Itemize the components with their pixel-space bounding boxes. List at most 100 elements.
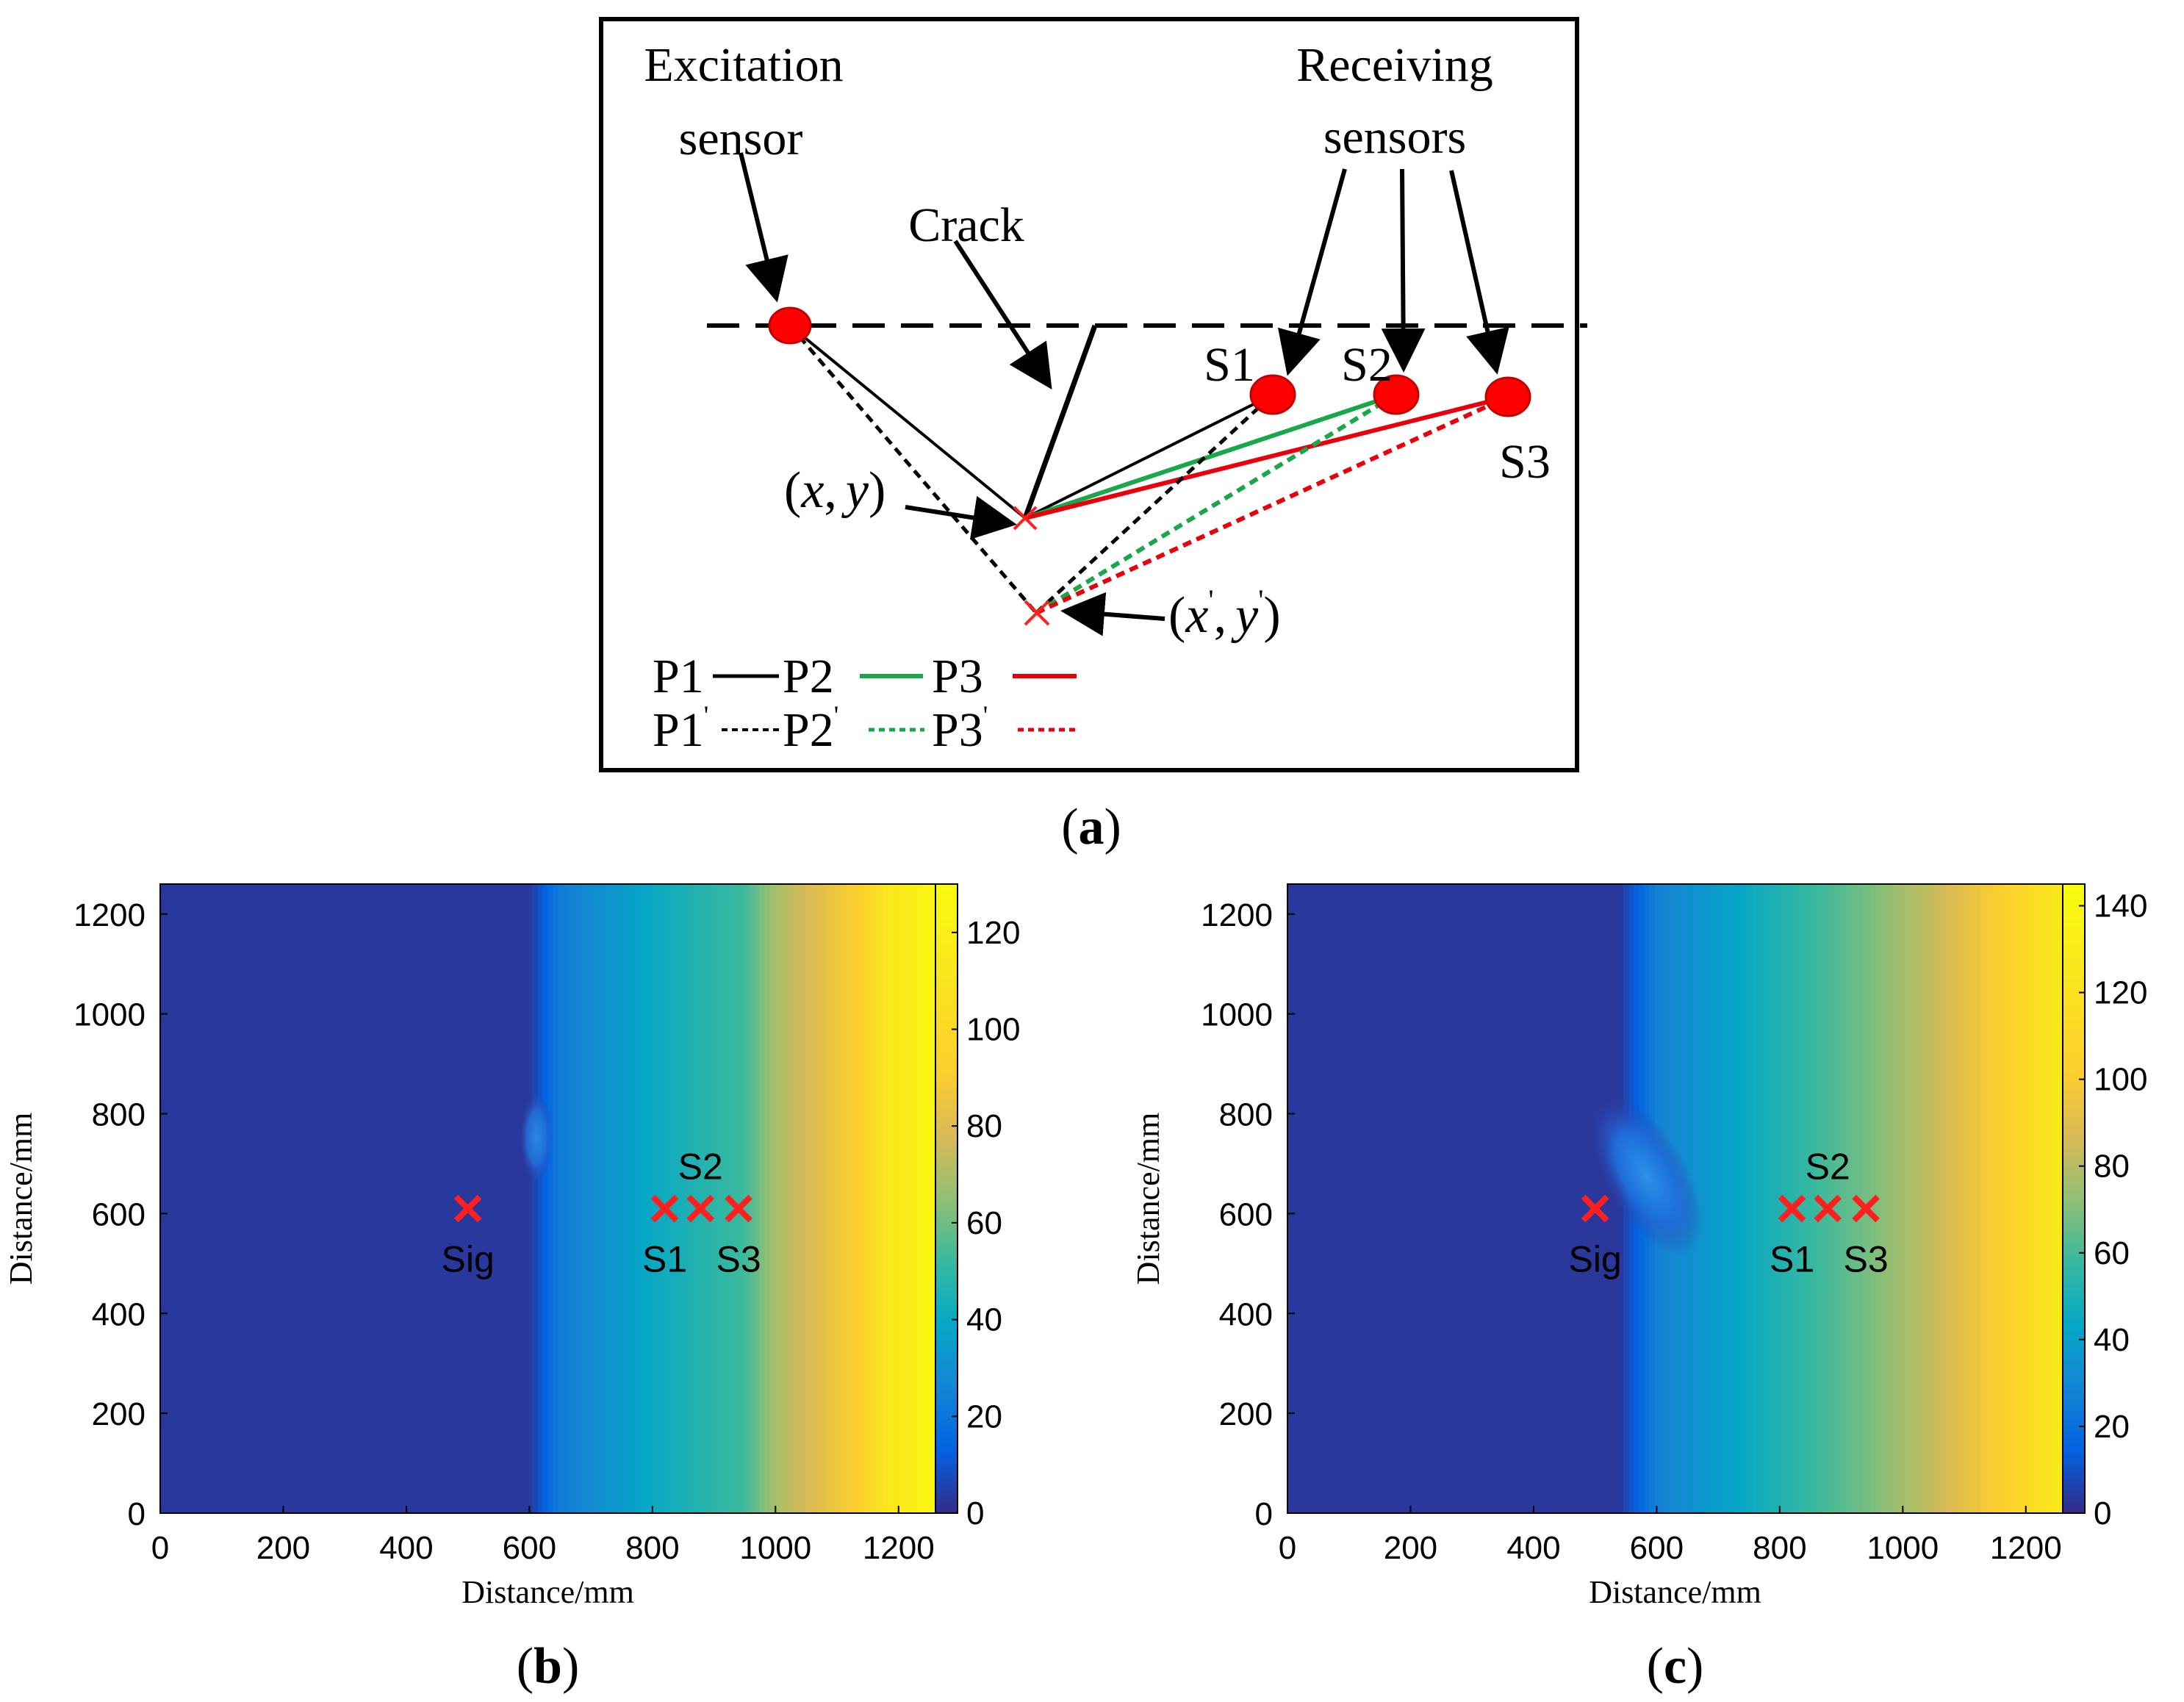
heatmap-c-cell: [1861, 884, 1867, 1513]
y-tick-label-b: 0: [128, 1496, 146, 1532]
heatmap-b-cell: [423, 884, 430, 1513]
heatmap-b-cell: [227, 884, 234, 1513]
marker-label-b-s2: S2: [678, 1146, 723, 1188]
heatmap-b-cell: [656, 884, 663, 1513]
heatmap-b-cell: [878, 884, 885, 1513]
heatmap-b-cell: [356, 884, 363, 1513]
caption-a: (a): [1061, 799, 1121, 855]
heatmap-c-cell: [1711, 884, 1717, 1513]
marker-b-s3: S3: [716, 1194, 761, 1280]
sensor-s3-dot: [1484, 376, 1531, 417]
x-tick-label-b: 0: [151, 1530, 169, 1566]
heatmap-b-cell: [868, 884, 874, 1513]
heatmap-c-cell: [1742, 884, 1748, 1513]
heatmap-c-cell: [1406, 884, 1412, 1513]
heatmap-b-cell: [811, 884, 818, 1513]
heatmap-b-cell: [522, 884, 528, 1513]
colorbar-c-tick-label: 80: [2094, 1149, 2130, 1185]
heatmap-c-cell: [1990, 884, 1997, 1513]
heatmap-c-cell: [1293, 884, 1299, 1513]
heatmap-c-cell: [1551, 884, 1557, 1513]
heatmap-b-cell: [827, 884, 833, 1513]
heatmap-c-cell: [1463, 884, 1470, 1513]
heatmap-b-cell: [392, 884, 399, 1513]
heatmap-b-cell: [248, 884, 254, 1513]
colorbar-c-tick-label: 100: [2094, 1062, 2147, 1098]
heatmap-c-cell: [1845, 884, 1852, 1513]
heatmap-c-cell: [1535, 884, 1542, 1513]
heatmap-b-cell: [816, 884, 823, 1513]
sensor-s3-label: S3: [1499, 435, 1551, 489]
heatmap-c-cell: [1706, 884, 1712, 1513]
heatmap-c-cell: [1561, 884, 1567, 1513]
x-tick-label-b: 400: [379, 1530, 433, 1566]
y-ticks-b: 0 200 400 600 800 1000 1200: [73, 897, 168, 1532]
path-p1-prime: [1035, 393, 1274, 614]
heatmap-b-cell: [904, 884, 910, 1513]
heatmap-b-cell: [284, 884, 290, 1513]
heatmap-c-cell: [1995, 884, 2002, 1513]
heatmap-c-cell: [1437, 884, 1443, 1513]
heatmap-b-cell: [299, 884, 306, 1513]
heatmap-c-cell: [1375, 884, 1382, 1513]
heatmap-c-cell: [2021, 884, 2027, 1513]
heatmap-c-cell: [1298, 884, 1304, 1513]
path-p3-prime: [1035, 395, 1509, 615]
heatmap-b-cell: [599, 884, 606, 1513]
crack-line: [1022, 324, 1098, 520]
heatmap-c-cell: [1918, 884, 1925, 1513]
heatmap-c-cell: [1897, 884, 1903, 1513]
heatmap-b-cell: [692, 884, 699, 1513]
heatmap-b-cell: [888, 884, 895, 1513]
heatmap-b-cell: [631, 884, 637, 1513]
heatmap-c-cell: [1959, 884, 1966, 1513]
heatmap-b-cell: [464, 884, 471, 1513]
heatmap-c-cell: [1385, 884, 1392, 1513]
heatmap-b-cell: [667, 884, 673, 1513]
heatmap-c-cell: [1789, 884, 1795, 1513]
heatmap-c-cell: [1308, 884, 1315, 1513]
heatmap-b-cell: [294, 884, 301, 1513]
heatmap-b-cell: [873, 884, 880, 1513]
x-tick-label-c: 600: [1630, 1530, 1684, 1566]
heatmap-c-cell: [1395, 884, 1402, 1513]
heatmap-b-cell: [382, 884, 389, 1513]
heatmap-b-cell: [759, 884, 766, 1513]
heatmap-c-cell: [1758, 884, 1764, 1513]
heatmap-b-cell: [176, 884, 182, 1513]
heatmap-b-cell: [796, 884, 802, 1513]
heatmap-b-cell: [331, 884, 337, 1513]
heatmap-c-cell: [1876, 884, 1883, 1513]
heatmap-b-cell: [398, 884, 404, 1513]
colorbar-b-tick-label: 100: [966, 1012, 1020, 1048]
heatmap-c-anomaly: [1589, 1096, 1703, 1255]
sensor-s2-label: S2: [1341, 338, 1393, 392]
y-ticks-c: 0 200 400 600 800 1000 1200: [1201, 897, 1295, 1532]
y-axis-label-c: Distance/mm: [1130, 1113, 1166, 1285]
heatmap-b-cell: [170, 884, 177, 1513]
heatmap-c-cell: [1592, 884, 1598, 1513]
heatmap-b-cell: [573, 884, 580, 1513]
marker-label-c-s3: S3: [1843, 1239, 1888, 1280]
heatmap-b-cell: [791, 884, 797, 1513]
heatmap-b-cell: [733, 884, 740, 1513]
heatmap-c-cell: [1773, 884, 1780, 1513]
heatmap-b-field: [160, 884, 936, 1513]
x-axis-label-b: Distance/mm: [461, 1574, 634, 1610]
heatmap-c-cell: [1421, 884, 1428, 1513]
heatmap-b-cell: [186, 884, 193, 1513]
heatmap-c-cell: [1576, 884, 1583, 1513]
heatmap-b-cell: [822, 884, 828, 1513]
heatmap-b-cell: [232, 884, 239, 1513]
heatmap-c-cell: [1473, 884, 1480, 1513]
crack-tip-cross: [1013, 506, 1038, 531]
heatmap-c-cell: [1954, 884, 1961, 1513]
marker-label-c-s2: S2: [1806, 1146, 1850, 1188]
heatmap-b-cell: [764, 884, 771, 1513]
heatmap-b-cell: [206, 884, 213, 1513]
heatmap-c-cell: [1432, 884, 1438, 1513]
heatmap-b-cell: [191, 884, 198, 1513]
heatmap-c-cell: [1509, 884, 1516, 1513]
heatmap-b-cell: [558, 884, 564, 1513]
path-excitation-to-crack: [789, 324, 1027, 520]
